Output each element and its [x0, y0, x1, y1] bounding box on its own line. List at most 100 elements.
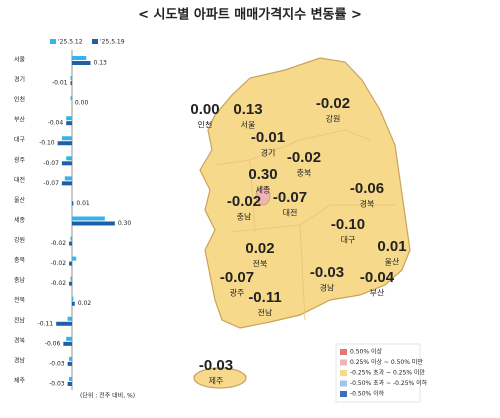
value-label: 0.01 — [76, 200, 90, 207]
region-value: -0.03 — [199, 357, 233, 374]
region-value: -0.02 — [316, 95, 350, 112]
map-legend-label: -0.25% 초과 ~ 0.25% 미만 — [350, 369, 426, 377]
value-label: -0.04 — [48, 120, 64, 127]
region-name: 서울 — [241, 121, 256, 130]
region-value: -0.02 — [287, 149, 321, 166]
category-label: 세종 — [14, 216, 26, 224]
map-legend-swatch — [340, 359, 347, 366]
note: (단위 : 전주 대비, %) — [80, 392, 135, 400]
legend-swatch — [92, 39, 98, 44]
bar — [69, 356, 72, 361]
region-name: 충남 — [237, 213, 252, 222]
bar — [66, 121, 72, 126]
bar — [71, 216, 105, 221]
region-name: 부산 — [370, 288, 385, 298]
category-label: 울산 — [14, 196, 26, 204]
bar — [66, 156, 72, 161]
region-value: -0.07 — [273, 189, 307, 206]
category-label: 인천 — [14, 96, 25, 104]
legend-swatch — [50, 39, 56, 44]
bar — [69, 281, 72, 286]
bar — [67, 381, 72, 386]
category-label: 부산 — [14, 116, 26, 124]
region-value: 0.02 — [245, 240, 274, 257]
value-label: -0.11 — [38, 320, 54, 327]
bar — [71, 201, 74, 206]
map-legend-swatch — [340, 380, 347, 387]
category-label: 전남 — [14, 316, 26, 324]
value-label: -0.06 — [45, 340, 61, 347]
bar — [71, 221, 115, 226]
region-name: 대전 — [283, 208, 298, 218]
category-label: 광주 — [14, 157, 26, 164]
value-label: -0.07 — [43, 160, 59, 167]
map-legend-swatch — [340, 391, 347, 397]
region-value: -0.02 — [227, 193, 261, 210]
bar — [70, 276, 72, 281]
bar — [57, 141, 72, 146]
value-label: 0.00 — [75, 100, 89, 107]
value-label: -0.03 — [49, 360, 65, 367]
category-label: 충남 — [14, 276, 26, 284]
region-value: 0.01 — [377, 238, 406, 255]
sejong-area — [255, 186, 271, 206]
bar — [69, 376, 72, 381]
bar — [64, 176, 72, 181]
category-label: 대구 — [14, 136, 26, 144]
bar — [69, 241, 72, 246]
region-name: 강원 — [326, 114, 341, 124]
value-label: 0.30 — [118, 220, 132, 227]
region-name: 경남 — [320, 283, 335, 293]
value-label: -0.02 — [51, 280, 67, 287]
value-label: -0.02 — [51, 260, 67, 267]
category-label: 대전 — [14, 176, 25, 184]
bar — [66, 116, 72, 121]
region-value: -0.06 — [350, 180, 384, 197]
region-name: 충북 — [297, 169, 312, 178]
bar — [71, 301, 75, 306]
region-name: 전남 — [258, 308, 273, 318]
region-name: 경북 — [360, 199, 375, 209]
value-label: -0.02 — [51, 240, 67, 247]
category-label: 강원 — [14, 236, 25, 244]
region-name: 인천 — [198, 120, 213, 130]
region-name: 경기 — [261, 148, 276, 158]
korea-map — [199, 57, 411, 329]
bar — [71, 56, 87, 60]
value-label: -0.01 — [52, 80, 68, 87]
region-name: 광주 — [230, 288, 245, 298]
bar — [61, 136, 72, 141]
region-value: -0.01 — [251, 129, 285, 146]
region-value: -0.07 — [220, 269, 254, 286]
bar — [67, 316, 72, 321]
region-value: -0.04 — [360, 269, 395, 286]
region-value: 0.13 — [233, 101, 262, 118]
bar — [71, 296, 74, 301]
bar — [66, 336, 72, 341]
title: < 시도별 아파트 매매가격지수 변동률 > — [138, 7, 362, 23]
map-legend-label: 0.50% 이상 — [350, 348, 382, 356]
region-name: 세종 — [256, 186, 271, 195]
category-label: 전북 — [14, 296, 26, 304]
value-label: -0.10 — [39, 140, 55, 147]
bar — [69, 261, 72, 266]
map-legend-label: -0.50% 초과 ~ -0.25% 이하 — [350, 379, 428, 387]
map-legend-swatch — [340, 370, 347, 376]
region-name: 울산 — [385, 257, 400, 267]
region-value: -0.03 — [310, 264, 344, 281]
legend-label: '25.5.12 — [58, 39, 83, 46]
category-label: 경남 — [14, 356, 26, 364]
category-label: 경북 — [14, 337, 26, 344]
bar — [70, 236, 72, 241]
value-label: 0.13 — [94, 60, 108, 67]
region-value: 0.30 — [248, 166, 277, 183]
category-label: 제주 — [14, 376, 26, 384]
value-label: -0.07 — [43, 180, 59, 187]
category-label: 경기 — [14, 76, 25, 84]
map-legend-label: -0.50% 이하 — [350, 390, 385, 398]
bar — [70, 76, 72, 81]
jeju-area — [193, 367, 247, 389]
map-legend-box — [335, 343, 421, 403]
region-value: -0.10 — [331, 216, 365, 233]
region-borders — [214, 129, 395, 321]
